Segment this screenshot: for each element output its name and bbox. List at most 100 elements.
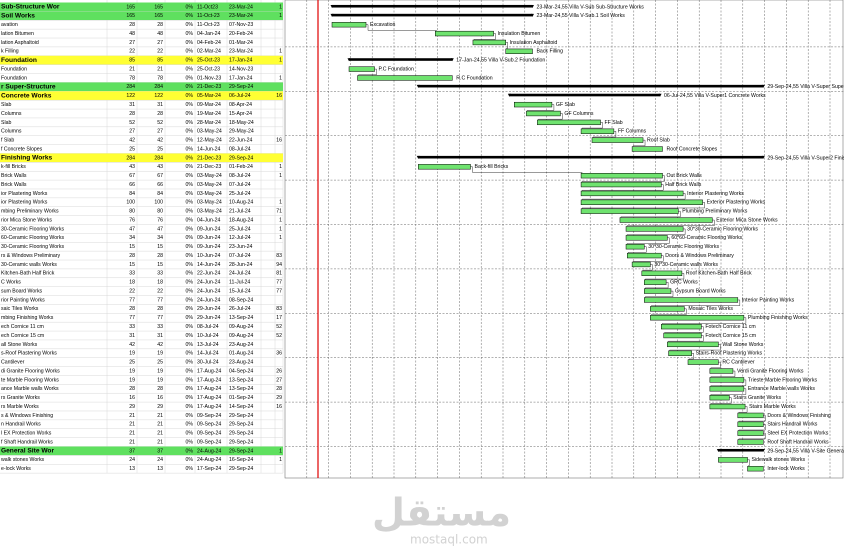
finish-date: 23-Aug-24 bbox=[229, 360, 253, 366]
predecessor: 94 bbox=[276, 262, 282, 268]
duration: 21 bbox=[129, 431, 135, 437]
task-name: Slab bbox=[1, 102, 11, 108]
finish-date: 07-Jul-24 bbox=[229, 182, 251, 188]
dependency-link bbox=[645, 273, 685, 280]
percent-complete: 0% bbox=[186, 395, 194, 401]
percent-complete: 0% bbox=[186, 191, 194, 197]
gantt-grid bbox=[285, 0, 844, 478]
baseline-duration: 22 bbox=[157, 288, 163, 294]
percent-complete: 0% bbox=[186, 84, 194, 90]
predecessor: 1 bbox=[279, 200, 282, 206]
predecessor: 71 bbox=[276, 209, 282, 215]
finish-date: 28-Jun-24 bbox=[229, 262, 252, 268]
task-bar bbox=[619, 217, 713, 223]
finish-date: 01-Feb-24 bbox=[229, 164, 253, 170]
dependency-link bbox=[688, 353, 694, 360]
task-bar bbox=[709, 368, 734, 374]
start-date: 14-Jun-24 bbox=[197, 262, 220, 268]
start-date: 11-Oct-23 bbox=[197, 13, 220, 19]
task-name: 30-Ceramic Flooring Works bbox=[1, 226, 64, 232]
bar-label: Excavation bbox=[370, 22, 395, 28]
bar-label: Trieste Marble Flooring Works bbox=[748, 377, 818, 383]
dependency-link bbox=[664, 326, 704, 333]
finish-date: 01-Mar-24 bbox=[229, 40, 253, 46]
start-date: 29-Jun-24 bbox=[197, 306, 220, 312]
duration: 16 bbox=[129, 395, 135, 401]
baseline-duration: 21 bbox=[157, 66, 163, 72]
bar-label: Plumbing Finishing Works bbox=[748, 315, 808, 321]
finish-date: 14-Sep-24 bbox=[229, 404, 253, 410]
percent-complete: 0% bbox=[186, 102, 194, 108]
duration: 66 bbox=[129, 182, 135, 188]
percent-complete: 0% bbox=[186, 413, 194, 419]
finish-date: 23-Mar-24 bbox=[229, 13, 253, 19]
bar-label: 29-Sep-24,55 Villa V-Super Super bbox=[767, 84, 844, 90]
start-date: 17-Aug-24 bbox=[197, 368, 221, 374]
baseline-duration: 31 bbox=[157, 333, 163, 339]
predecessor: 81 bbox=[276, 271, 282, 277]
baseline-duration: 21 bbox=[157, 431, 163, 437]
duration: 52 bbox=[129, 120, 135, 126]
dependency-link bbox=[738, 432, 766, 440]
percent-complete: 0% bbox=[186, 138, 194, 144]
task-bar bbox=[435, 30, 494, 37]
duration: 21 bbox=[129, 66, 135, 72]
task-bar bbox=[526, 110, 561, 117]
baseline-duration: 78 bbox=[157, 75, 163, 81]
bar-label: 30*30-Ceramic walls Works bbox=[654, 262, 718, 268]
baseline-duration: 84 bbox=[157, 191, 163, 197]
start-date: 17-Sep-24 bbox=[197, 466, 221, 472]
finish-date: 22-Jun-24 bbox=[229, 138, 252, 144]
task-bar bbox=[418, 164, 471, 170]
percent-complete: 0% bbox=[186, 58, 194, 64]
bar-label: Verdi Granite Flooring Works bbox=[737, 368, 804, 374]
bar-label: 17-Jan-24,55 Villa V-Sub.2 Foundation bbox=[456, 58, 545, 64]
dependency-link bbox=[747, 459, 750, 467]
bar-label: 23-Mar-24,55 Villa V-Sub Sub-Structure W… bbox=[536, 4, 644, 10]
duration: 28 bbox=[129, 253, 135, 259]
predecessor: 26 bbox=[276, 368, 282, 374]
dependency-link bbox=[738, 424, 766, 431]
summary-row-fill bbox=[0, 446, 283, 456]
task-bar bbox=[580, 208, 679, 214]
finish-date: 08-Jul-24 bbox=[229, 146, 251, 152]
dependency-link bbox=[645, 282, 669, 289]
duration: 84 bbox=[129, 191, 135, 197]
duration: 34 bbox=[129, 235, 135, 241]
bar-label: GF Slab bbox=[556, 102, 575, 108]
finish-date: 15-Apr-24 bbox=[229, 111, 252, 117]
baseline-duration: 122 bbox=[154, 93, 163, 99]
finish-date: 23-Mar-24 bbox=[229, 49, 253, 55]
dependency-link bbox=[632, 255, 664, 262]
summary-bar bbox=[332, 13, 533, 17]
task-name: lation Bitumen bbox=[1, 31, 34, 37]
bar-label: Sidewalk stones Works bbox=[752, 457, 806, 463]
start-date: 17-Aug-24 bbox=[197, 404, 221, 410]
task-name: e-lock Works bbox=[1, 466, 31, 472]
task-name: ance Marble walls Works bbox=[1, 386, 59, 392]
percent-complete: 0% bbox=[186, 173, 194, 179]
summary-cap bbox=[761, 448, 765, 452]
percent-complete: 0% bbox=[186, 342, 194, 348]
task-name: avation bbox=[1, 22, 18, 28]
summary-cap bbox=[530, 4, 534, 8]
finish-date: 29-Sep-24 bbox=[229, 448, 253, 454]
task-bar bbox=[737, 439, 764, 445]
bar-label: Interior Plastering Works bbox=[687, 191, 744, 197]
percent-complete: 0% bbox=[186, 22, 194, 28]
finish-date: 20-Feb-24 bbox=[229, 31, 253, 37]
start-date: 09-Mar-24 bbox=[197, 102, 221, 108]
task-name: C Works bbox=[1, 280, 21, 286]
bar-label: Doors & Windows Finishing bbox=[767, 413, 831, 419]
start-date: 24-Aug-24 bbox=[197, 448, 221, 454]
finish-date: 10-Aug-24 bbox=[229, 200, 253, 206]
baseline-duration: 284 bbox=[154, 155, 163, 161]
bar-label: Inter-lock Works bbox=[767, 466, 805, 472]
task-name: rior Painting Works bbox=[1, 297, 45, 303]
bar-label: Doors & Windows Preliminary bbox=[665, 253, 734, 259]
finish-date: 23-Aug-24 bbox=[229, 342, 253, 348]
dependency-link bbox=[581, 175, 665, 182]
start-date: 10-Jun-24 bbox=[197, 253, 220, 259]
finish-date: 08-Sep-24 bbox=[229, 297, 253, 303]
duration: 67 bbox=[129, 173, 135, 179]
